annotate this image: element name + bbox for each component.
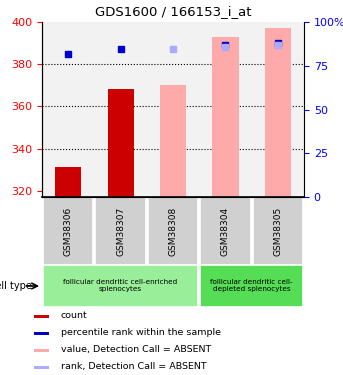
Bar [200,197,250,265]
Title: GDS1600 / 166153_i_at: GDS1600 / 166153_i_at [95,5,251,18]
Text: follicular dendritic cell-enriched
splenocytes: follicular dendritic cell-enriched splen… [63,279,178,292]
Text: count: count [61,311,87,320]
Bar [212,37,238,197]
Text: GSM38307: GSM38307 [116,206,125,256]
Bar [253,197,303,265]
Text: GSM38306: GSM38306 [64,206,73,256]
Text: percentile rank within the sample: percentile rank within the sample [61,328,221,337]
Bar [34,315,49,318]
Bar [34,366,49,369]
Text: rank, Detection Call = ABSENT: rank, Detection Call = ABSENT [61,362,206,371]
Bar [43,197,93,265]
Bar [34,332,49,334]
Bar [160,85,186,197]
Bar [265,28,291,197]
Text: value, Detection Call = ABSENT: value, Detection Call = ABSENT [61,345,211,354]
Bar [107,90,134,197]
Text: GSM38308: GSM38308 [168,206,177,256]
Bar [43,265,198,307]
Bar [148,197,198,265]
Text: GSM38304: GSM38304 [221,206,230,256]
Bar [55,168,81,197]
Bar [200,265,303,307]
Text: cell type: cell type [0,281,32,291]
Text: follicular dendritic cell-
depleted splenocytes: follicular dendritic cell- depleted sple… [210,279,293,292]
Bar [95,197,146,265]
Bar [34,349,49,352]
Text: GSM38305: GSM38305 [273,206,282,256]
